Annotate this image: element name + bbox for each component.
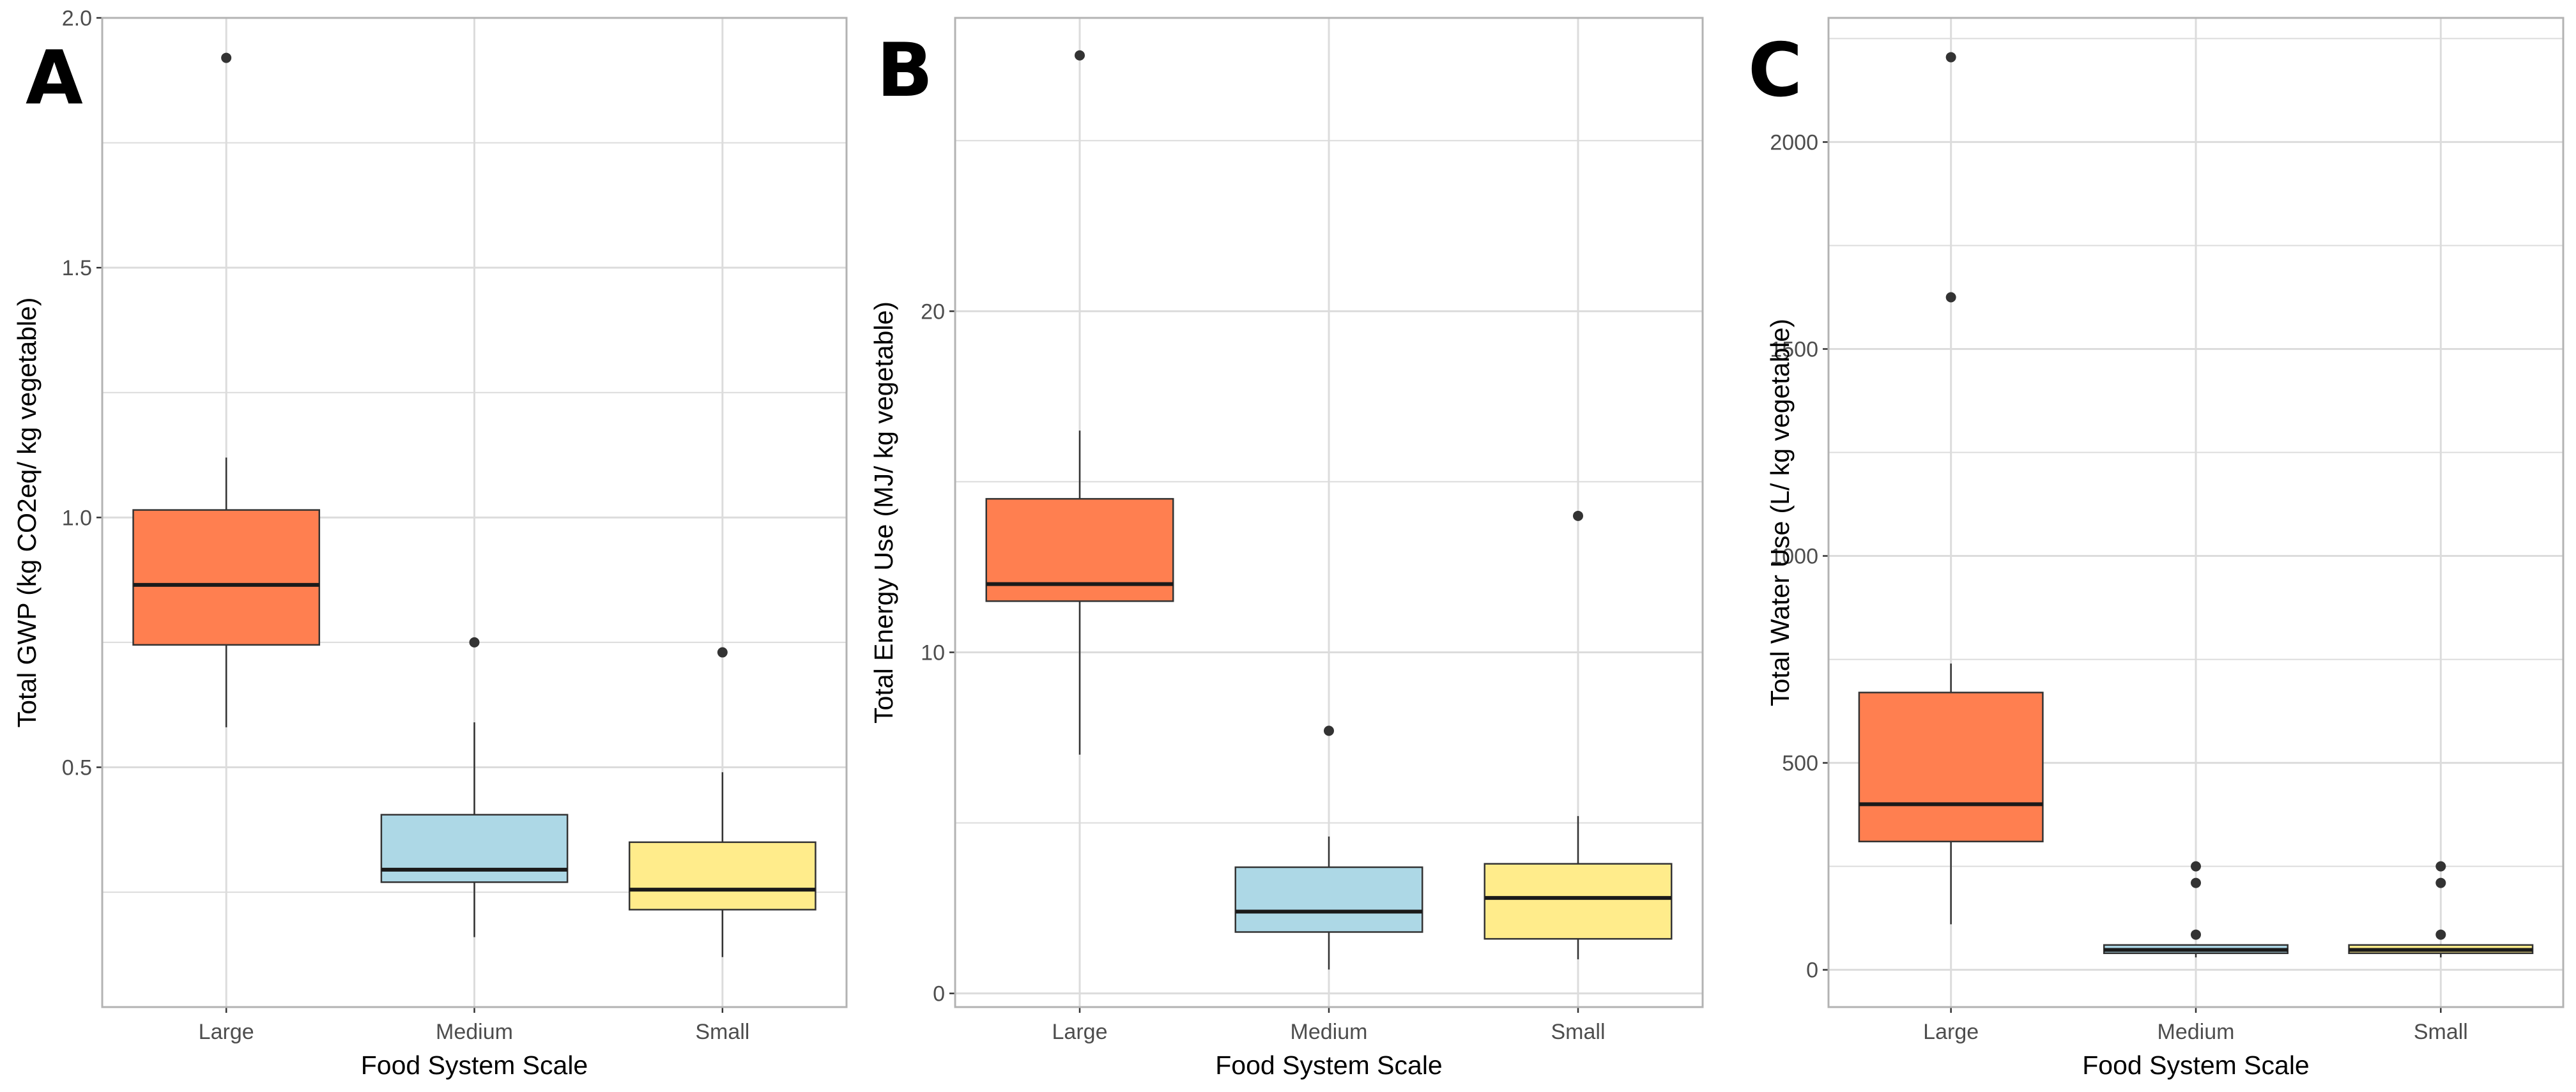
outlier-point — [2191, 929, 2201, 940]
iqr-box — [1234, 866, 1423, 933]
outlier-point — [1075, 50, 1085, 61]
iqr-box — [1858, 692, 2044, 843]
y-tick-label: 20 — [921, 300, 945, 324]
x-tick-label: Medium — [436, 1020, 513, 1044]
y-tick-label: 1.5 — [62, 256, 92, 280]
y-tick-label: 0.5 — [62, 755, 92, 780]
outlier-point — [2435, 929, 2446, 940]
outlier-point — [717, 647, 728, 658]
y-tick-label: 1500 — [1770, 337, 1818, 361]
x-tick-label: Small — [695, 1020, 749, 1044]
outlier-point — [2191, 861, 2201, 872]
iqr-box — [628, 841, 816, 911]
outlier-point — [1945, 52, 1956, 63]
y-tick-label: 0 — [1806, 959, 1818, 983]
outlier-point — [1945, 292, 1956, 303]
panel-border — [954, 17, 1704, 1008]
outlier-point — [2435, 877, 2446, 888]
box-large — [132, 52, 321, 727]
box-medium — [2103, 861, 2288, 958]
x-axis-title: Food System Scale — [2082, 1050, 2310, 1080]
outlier-point — [221, 52, 232, 63]
y-tick-label: 1.0 — [62, 506, 92, 530]
y-tick-label: 2000 — [1770, 130, 1818, 155]
x-tick-label: Medium — [2158, 1020, 2235, 1044]
x-tick-label: Medium — [1291, 1020, 1368, 1044]
panel-border — [101, 17, 848, 1008]
x-tick-label: Small — [1551, 1020, 1605, 1044]
outlier-point — [1573, 510, 1583, 521]
iqr-box — [1483, 863, 1673, 940]
y-tick-label: 10 — [921, 641, 945, 665]
x-tick-label: Large — [1923, 1020, 1979, 1044]
box-medium — [380, 637, 569, 937]
outlier-point — [469, 637, 480, 648]
y-tick-label: 2.0 — [62, 6, 92, 31]
box-small — [1483, 510, 1673, 960]
y-axis-title: Total Energy Use (MJ/ kg vegetable) — [869, 301, 898, 724]
y-tick-label: 500 — [1782, 752, 1818, 776]
y-tick-label: 1000 — [1770, 545, 1818, 569]
box-small — [628, 647, 816, 957]
x-tick-label: Small — [2414, 1020, 2468, 1044]
box-large — [985, 50, 1174, 755]
outlier-point — [2435, 861, 2446, 872]
outlier-point — [1324, 725, 1334, 736]
iqr-box — [132, 509, 321, 646]
panel-letter: C — [1748, 27, 1802, 114]
panel-c: 0 500 1000 1500 2000 Large Medium Small Food Sys… — [1748, 17, 2564, 1080]
iqr-box — [380, 814, 569, 883]
y-tick-label: 0 — [933, 982, 945, 1006]
panel-letter: A — [26, 35, 83, 121]
box-medium — [1234, 725, 1423, 970]
x-axis-title: Food System Scale — [1215, 1050, 1443, 1080]
x-axis-title: Food System Scale — [361, 1050, 588, 1080]
outlier-point — [2191, 877, 2201, 888]
y-axis-title: Total Water Use (L/ kg vegetable) — [1765, 319, 1795, 706]
panel-a: 0.5 1.0 1.5 2.0 Large Medium Small Food System … — [12, 6, 848, 1080]
box-small — [2348, 861, 2534, 958]
y-axis-title: Total GWP (kg CO2eq/ kg vegetable) — [12, 298, 42, 728]
x-tick-label: Large — [1052, 1020, 1108, 1044]
panel-b: 0 10 20 Large Medium Small Food System Scale To… — [869, 17, 1704, 1080]
box-large — [1858, 52, 2044, 925]
panel-letter: B — [877, 27, 933, 114]
x-tick-label: Large — [199, 1020, 254, 1044]
panel-border — [1827, 17, 2564, 1008]
